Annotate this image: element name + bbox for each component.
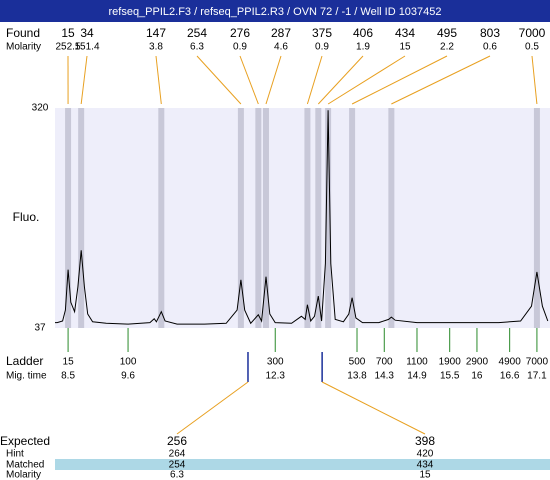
expected-hint: 264 bbox=[169, 449, 186, 460]
ladder-size: 15 bbox=[63, 357, 75, 368]
molarity-label: Molarity bbox=[6, 470, 41, 480]
found-size: 254 bbox=[187, 26, 207, 40]
expected-molarity: 15 bbox=[419, 470, 431, 480]
ladder-size: 500 bbox=[349, 357, 366, 368]
matched-row bbox=[55, 459, 550, 470]
mig-time-label: Mig. time bbox=[6, 371, 47, 382]
found-size: 803 bbox=[480, 26, 500, 40]
found-molarity: 252.5 bbox=[55, 42, 80, 53]
expected-matched: 434 bbox=[417, 460, 434, 471]
found-molarity: 4.6 bbox=[274, 42, 288, 53]
peak-band bbox=[315, 108, 322, 328]
ladder-mig-time: 15.5 bbox=[440, 371, 460, 382]
y-tick-label: 37 bbox=[34, 323, 46, 334]
peak-band bbox=[388, 108, 395, 328]
found-molarity: 0.9 bbox=[315, 42, 329, 53]
peak-band bbox=[325, 108, 332, 328]
expected-connector bbox=[321, 381, 426, 435]
found-size: 7000 bbox=[519, 26, 546, 40]
found-size: 375 bbox=[312, 26, 332, 40]
found-molarity: 0.6 bbox=[483, 42, 497, 53]
found-molarity: 6.3 bbox=[190, 42, 204, 53]
matched-label: Matched bbox=[6, 460, 44, 471]
found-size: 276 bbox=[230, 26, 250, 40]
peak-band bbox=[533, 108, 540, 328]
peak-connector bbox=[265, 55, 282, 105]
title: refseq_PPIL2.F3 / refseq_PPIL2.R3 / OVN … bbox=[108, 6, 441, 18]
ladder-mig-time: 8.5 bbox=[61, 371, 75, 382]
found-size: 34 bbox=[80, 26, 94, 40]
peak-band bbox=[237, 108, 244, 328]
y-tick-label: 320 bbox=[32, 103, 49, 114]
ladder-size: 2900 bbox=[466, 357, 489, 368]
ladder-size: 1100 bbox=[406, 357, 428, 368]
y-axis-label: Fluo. bbox=[13, 210, 40, 224]
expected-connector bbox=[176, 381, 249, 435]
expected-molarity: 6.3 bbox=[170, 470, 184, 480]
peak-band bbox=[262, 108, 269, 328]
peak-connector bbox=[391, 55, 491, 105]
found-molarity: 0.5 bbox=[525, 42, 539, 53]
found-size: 287 bbox=[271, 26, 291, 40]
ladder-label: Ladder bbox=[6, 354, 43, 368]
found-size: 406 bbox=[353, 26, 373, 40]
peak-connector bbox=[80, 55, 88, 105]
peak-band bbox=[304, 108, 311, 328]
molarity-label: Molarity bbox=[6, 42, 41, 53]
peak-connector bbox=[306, 55, 323, 105]
found-label: Found bbox=[6, 26, 40, 40]
peak-connector bbox=[155, 55, 162, 105]
hint-label: Hint bbox=[6, 449, 24, 460]
found-molarity: 15 bbox=[399, 42, 411, 53]
trace bbox=[55, 110, 549, 325]
peak-connector bbox=[196, 55, 242, 105]
peak-band bbox=[78, 108, 85, 328]
peak-band bbox=[255, 108, 262, 328]
title-bar bbox=[0, 0, 550, 22]
ladder-size: 4900 bbox=[499, 357, 522, 368]
ladder-mig-time: 16 bbox=[471, 371, 483, 382]
ladder-size: 1900 bbox=[439, 357, 462, 368]
found-size: 15 bbox=[61, 26, 75, 40]
peak-connector bbox=[317, 55, 364, 105]
peak-connector bbox=[327, 55, 406, 105]
expected-size: 256 bbox=[167, 434, 187, 448]
ladder-mig-time: 9.6 bbox=[121, 371, 135, 382]
ladder-mig-time: 17.1 bbox=[527, 371, 547, 382]
peak-band bbox=[65, 108, 72, 328]
found-molarity: 3.8 bbox=[149, 42, 163, 53]
peak-band bbox=[158, 108, 165, 328]
found-size: 495 bbox=[437, 26, 457, 40]
found-molarity: 0.9 bbox=[233, 42, 247, 53]
plot-area bbox=[55, 108, 550, 328]
ladder-size: 700 bbox=[376, 357, 393, 368]
ladder-mig-time: 13.8 bbox=[347, 371, 367, 382]
found-molarity: 2.2 bbox=[440, 42, 454, 53]
found-molarity: 151.4 bbox=[74, 42, 99, 53]
expected-matched: 254 bbox=[169, 460, 186, 471]
expected-size: 398 bbox=[415, 434, 435, 448]
ladder-size: 300 bbox=[267, 357, 284, 368]
ladder-size: 7000 bbox=[526, 357, 549, 368]
expected-hint: 420 bbox=[417, 449, 434, 460]
ladder-mig-time: 14.9 bbox=[407, 371, 427, 382]
peak-connector bbox=[531, 55, 538, 105]
found-size: 147 bbox=[146, 26, 166, 40]
ladder-size: 100 bbox=[120, 357, 137, 368]
peak-connector bbox=[239, 55, 259, 105]
found-molarity: 1.9 bbox=[356, 42, 370, 53]
ladder-mig-time: 14.3 bbox=[375, 371, 395, 382]
expected-label: Expected bbox=[0, 434, 50, 448]
found-size: 434 bbox=[395, 26, 415, 40]
ladder-mig-time: 16.6 bbox=[500, 371, 520, 382]
peak-connector bbox=[351, 55, 448, 105]
ladder-mig-time: 12.3 bbox=[266, 371, 286, 382]
peak-band bbox=[349, 108, 356, 328]
